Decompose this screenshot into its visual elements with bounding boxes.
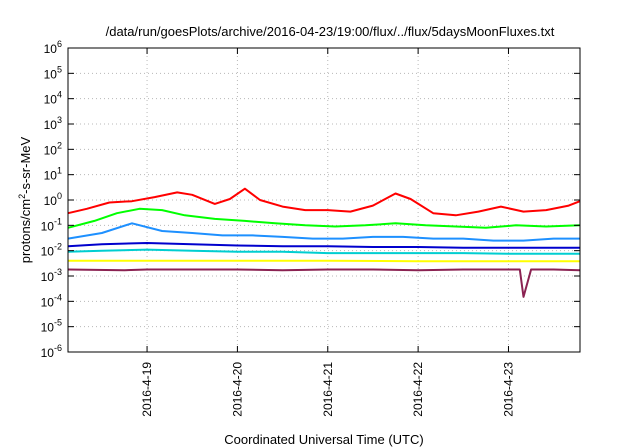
y-tick-label-exponent: 3: [57, 115, 62, 125]
y-tick-label-exponent: 2: [57, 140, 62, 150]
y-tick-label-exponent: 5: [57, 64, 62, 74]
x-axis: 2016-4-19 2016-4-20 2016-4-21 2016-4-22 2016…: [140, 48, 515, 417]
y-tick-label-exponent: 1: [57, 166, 62, 176]
chart-title: /data/run/goesPlots/archive/2016-04-23/1…: [106, 24, 555, 39]
y-tick-label: 10-5: [41, 318, 62, 335]
y-tick-label: 105: [44, 64, 62, 81]
y-tick-label-base: 10: [41, 346, 55, 360]
y-tick-label: 100: [44, 191, 62, 208]
y-axis-label: protons/cm2-s-sr-MeV: [17, 136, 33, 263]
y-tick-label-exponent: 6: [57, 39, 62, 49]
y-tick-label: 104: [44, 90, 62, 107]
y-tick-label: 10-1: [41, 216, 62, 233]
y-tick-label-base: 10: [41, 219, 55, 233]
y-axis-label-base: protons/cm: [18, 199, 33, 263]
y-tick-label-base: 10: [41, 245, 55, 259]
series-line-1: [67, 187, 581, 217]
series-line-5: [67, 248, 580, 255]
y-tick-label: 102: [44, 140, 62, 157]
y-tick-label: 10-6: [41, 343, 62, 360]
x-tick-label: 2016-4-20: [230, 362, 244, 417]
y-axis: 10-610-510-410-310-210-11001011021031041…: [41, 39, 580, 360]
y-tick-label: 10-4: [41, 292, 62, 309]
series-lines: [67, 187, 581, 298]
y-tick-label-base: 10: [44, 143, 58, 157]
y-tick-label: 10-2: [41, 242, 62, 259]
y-tick-label-base: 10: [44, 67, 58, 81]
y-tick-label: 103: [44, 115, 62, 132]
y-tick-label-base: 10: [41, 270, 55, 284]
y-tick-label: 106: [44, 39, 62, 56]
y-axis-label-superscript: 2: [17, 194, 27, 199]
series-line-7: [67, 268, 581, 298]
y-tick-label-base: 10: [44, 194, 58, 208]
x-tick-label: 2016-4-21: [321, 362, 335, 417]
y-tick-label-exponent: -2: [54, 242, 62, 252]
y-tick-label: 10-3: [41, 267, 62, 284]
y-tick-label: 101: [44, 166, 62, 183]
y-tick-label-exponent: 4: [57, 90, 62, 100]
y-tick-label-exponent: -3: [54, 267, 62, 277]
y-tick-label-exponent: -1: [54, 216, 62, 226]
y-tick-label-base: 10: [44, 169, 58, 183]
y-tick-label-exponent: 0: [57, 191, 62, 201]
x-axis-label: Coordinated Universal Time (UTC): [224, 432, 423, 447]
x-tick-label: 2016-4-19: [140, 362, 154, 417]
series-line-4: [67, 242, 580, 249]
y-axis-label-rest: -s-sr-MeV: [18, 136, 33, 193]
x-tick-label: 2016-4-22: [411, 362, 425, 417]
y-tick-label-exponent: -6: [54, 343, 62, 353]
y-tick-label-base: 10: [41, 321, 55, 335]
y-tick-label-base: 10: [41, 295, 55, 309]
y-tick-label-base: 10: [44, 93, 58, 107]
series-line-6: [68, 259, 580, 263]
series-line-3: [67, 222, 580, 242]
series-line-2: [67, 207, 581, 229]
y-tick-label-exponent: -5: [54, 318, 62, 328]
y-tick-label-base: 10: [44, 118, 58, 132]
x-tick-label: 2016-4-23: [501, 362, 515, 417]
y-tick-label-exponent: -4: [54, 292, 62, 302]
y-tick-label-base: 10: [44, 42, 58, 56]
